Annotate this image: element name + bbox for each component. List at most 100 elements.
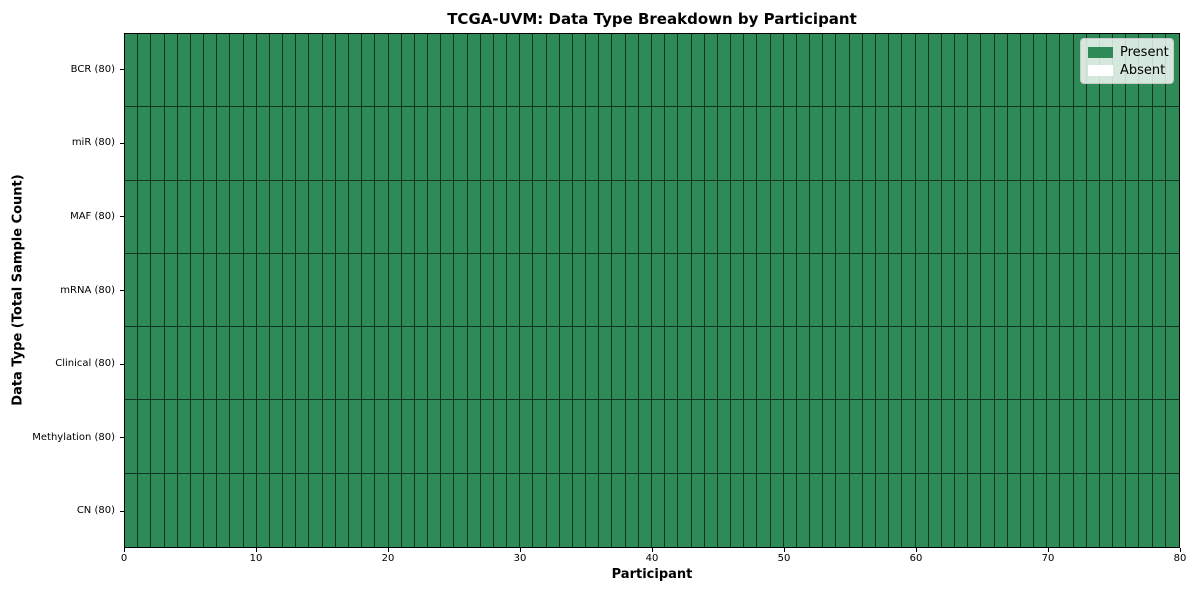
cell-present (612, 180, 626, 253)
cell-present (862, 400, 876, 473)
cell-present (441, 34, 455, 107)
cell-present (1060, 34, 1074, 107)
cell-present (164, 253, 178, 327)
cell-present (151, 180, 165, 253)
cell-present (428, 473, 442, 547)
cell-present (625, 180, 639, 253)
cell-present (454, 253, 468, 327)
cell-present (586, 400, 600, 473)
legend-swatch-absent (1088, 64, 1113, 76)
cell-present (889, 327, 903, 400)
cell-present (915, 34, 929, 107)
cell-present (599, 180, 613, 253)
cell-present (230, 107, 244, 180)
cell-present (190, 180, 205, 253)
cell-present (309, 34, 323, 107)
cell-present (204, 34, 218, 107)
cell-present (362, 107, 376, 180)
cell-present (467, 180, 481, 253)
cell-present (1099, 253, 1114, 327)
cell-present (599, 400, 613, 473)
cell-present (546, 473, 560, 547)
cell-present (770, 107, 784, 180)
heatmap-row (125, 473, 1179, 547)
cell-present (190, 107, 205, 180)
cell-present (955, 34, 969, 107)
cell-present (322, 34, 336, 107)
cell-present (981, 400, 995, 473)
cell-present (1099, 400, 1114, 473)
cell-present (1152, 107, 1166, 180)
cell-present (283, 180, 297, 253)
cell-present (744, 34, 758, 107)
cell-present (256, 400, 270, 473)
cell-present (875, 253, 890, 327)
cell-present (994, 34, 1008, 107)
cell-present (902, 253, 916, 327)
cell-present (1152, 180, 1166, 253)
cell-present (1139, 253, 1153, 327)
cell-present (968, 253, 982, 327)
cell-present (1034, 327, 1048, 400)
cell-present (652, 473, 666, 547)
cell-present (348, 107, 363, 180)
cell-present (125, 400, 139, 473)
cell-present (717, 107, 732, 180)
cell-present (335, 327, 349, 400)
cell-present (862, 180, 876, 253)
cell-present (401, 473, 415, 547)
cell-present (1113, 107, 1127, 180)
cell-present (1099, 473, 1114, 547)
cell-present (968, 107, 982, 180)
cell-present (652, 34, 666, 107)
cell-present (322, 180, 336, 253)
cell-present (520, 34, 534, 107)
cell-present (151, 327, 165, 400)
cell-present (309, 253, 323, 327)
cell-present (810, 34, 824, 107)
cell-present (599, 253, 613, 327)
cell-present (177, 34, 191, 107)
x-tick-label: 60 (909, 553, 923, 564)
plot-area (124, 33, 1180, 548)
cell-present (981, 327, 995, 400)
cell-present (177, 327, 191, 400)
cell-present (902, 473, 916, 547)
cell-present (533, 253, 547, 327)
cell-present (783, 34, 797, 107)
cell-present (994, 327, 1008, 400)
cell-present (480, 473, 494, 547)
cell-present (638, 180, 652, 253)
cell-present (955, 473, 969, 547)
cell-present (612, 327, 626, 400)
cell-present (836, 327, 850, 400)
cell-present (1099, 327, 1114, 400)
cell-present (744, 180, 758, 253)
cell-present (520, 473, 534, 547)
cell-present (638, 253, 652, 327)
cell-present (533, 327, 547, 400)
cell-present (783, 400, 797, 473)
cell-present (138, 400, 152, 473)
cell-present (691, 180, 705, 253)
cell-present (309, 473, 323, 547)
cell-present (309, 327, 323, 400)
cell-present (862, 327, 876, 400)
cell-present (533, 107, 547, 180)
cell-present (177, 180, 191, 253)
cell-present (586, 107, 600, 180)
cell-present (309, 400, 323, 473)
cell-present (770, 180, 784, 253)
cell-present (625, 327, 639, 400)
cell-present (968, 473, 982, 547)
cell-present (955, 107, 969, 180)
cell-present (612, 34, 626, 107)
cell-present (1152, 473, 1166, 547)
y-tick-label: Clinical (80) (55, 358, 115, 370)
cell-present (915, 107, 929, 180)
cell-present (1165, 473, 1179, 547)
cell-present (704, 107, 718, 180)
cell-present (125, 107, 139, 180)
cell-present (217, 180, 231, 253)
cell-present (941, 107, 956, 180)
